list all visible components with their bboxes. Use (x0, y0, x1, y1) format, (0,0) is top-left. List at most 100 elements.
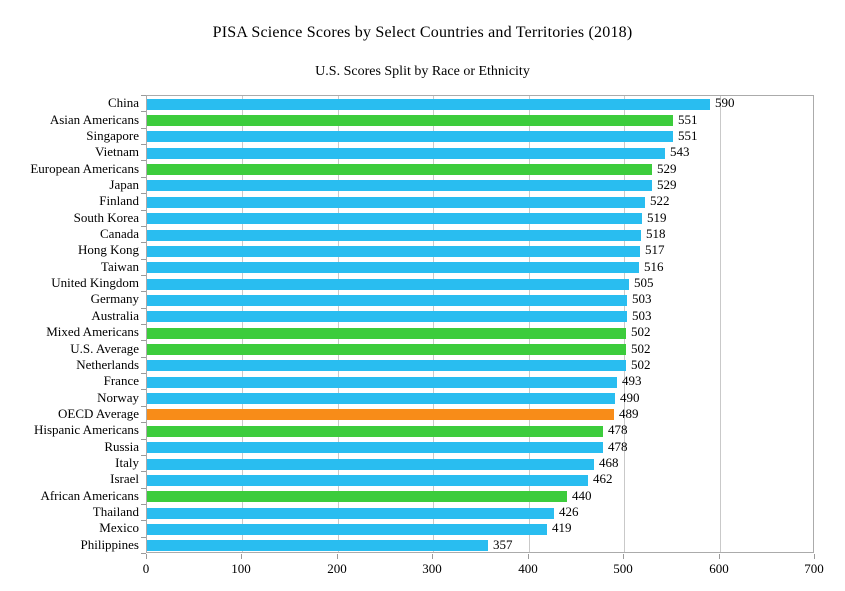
category-label: OECD Average (58, 406, 139, 421)
x-axis-tick (528, 554, 529, 559)
value-label: 517 (645, 242, 665, 257)
bar-russia (147, 442, 603, 453)
gridline (624, 96, 625, 552)
plot-area (146, 95, 814, 553)
y-axis-tick (141, 439, 146, 440)
y-axis-tick (141, 373, 146, 374)
value-label: 529 (657, 177, 677, 192)
bar-norway (147, 393, 615, 404)
category-label: Norway (97, 390, 139, 405)
value-label: 502 (631, 357, 651, 372)
bar-asian-americans (147, 115, 673, 126)
x-axis-tick (146, 554, 147, 559)
value-label: 516 (644, 259, 664, 274)
y-axis-tick (141, 275, 146, 276)
bar-thailand (147, 508, 554, 519)
bar-vietnam (147, 148, 665, 159)
bar-taiwan (147, 262, 639, 273)
value-label: 505 (634, 275, 654, 290)
value-label: 503 (632, 308, 652, 323)
bar-european-americans (147, 164, 652, 175)
category-label: U.S. Average (70, 341, 139, 356)
category-label: Vietnam (95, 144, 139, 159)
x-axis-tick (814, 554, 815, 559)
y-axis-tick (141, 537, 146, 538)
value-label: 478 (608, 439, 628, 454)
x-axis-tick (432, 554, 433, 559)
gridline (242, 96, 243, 552)
x-axis-label: 400 (518, 561, 538, 576)
gridline (529, 96, 530, 552)
value-label: 490 (620, 390, 640, 405)
bar-canada (147, 230, 641, 241)
y-axis-tick (141, 226, 146, 227)
value-label: 478 (608, 422, 628, 437)
y-axis-tick (141, 242, 146, 243)
chart-subtitle: U.S. Scores Split by Race or Ethnicity (315, 64, 530, 79)
y-axis-tick (141, 406, 146, 407)
bar-italy (147, 459, 594, 470)
x-axis-label: 0 (142, 561, 150, 576)
x-axis-label: 300 (422, 561, 442, 576)
y-axis-tick (141, 308, 146, 309)
bar-israel (147, 475, 588, 486)
x-axis-tick (623, 554, 624, 559)
value-label: 489 (619, 406, 639, 421)
value-label: 590 (715, 95, 735, 110)
y-axis-tick (141, 520, 146, 521)
value-label: 426 (559, 504, 579, 519)
category-label: European Americans (30, 161, 139, 176)
value-label: 493 (622, 373, 642, 388)
category-label: Asian Americans (49, 112, 139, 127)
x-axis-label: 200 (327, 561, 347, 576)
value-label: 522 (650, 193, 670, 208)
value-label: 502 (631, 324, 651, 339)
category-label: South Korea (73, 210, 139, 225)
category-label: Japan (109, 177, 139, 192)
category-label: Hispanic Americans (33, 422, 139, 437)
y-axis-tick (141, 488, 146, 489)
category-label: Philippines (80, 537, 139, 552)
bar-china (147, 99, 710, 110)
value-label: 543 (670, 144, 690, 159)
value-label: 518 (646, 226, 666, 241)
value-label: 551 (678, 112, 698, 127)
category-label: Canada (100, 226, 139, 241)
bar-mexico (147, 524, 547, 535)
category-label: Taiwan (100, 259, 139, 274)
y-axis-tick (141, 259, 146, 260)
y-axis-tick (141, 324, 146, 325)
value-label: 419 (552, 520, 572, 535)
y-axis-tick (141, 455, 146, 456)
category-label: Mixed Americans (46, 324, 139, 339)
y-axis-tick (141, 160, 146, 161)
chart-title: PISA Science Scores by Select Countries … (212, 24, 633, 41)
bar-japan (147, 180, 652, 191)
category-label: Thailand (92, 504, 139, 519)
value-label: 503 (632, 291, 652, 306)
x-axis-label: 600 (709, 561, 729, 576)
category-label: Hong Kong (77, 242, 139, 257)
value-label: 468 (599, 455, 619, 470)
category-label: Australia (91, 308, 139, 323)
bar-netherlands (147, 360, 626, 371)
value-label: 551 (678, 128, 698, 143)
y-axis-tick (141, 389, 146, 390)
y-axis-tick (141, 95, 146, 96)
bar-philippines (147, 540, 488, 551)
bar-mixed-americans (147, 328, 626, 339)
category-label: African Americans (40, 488, 139, 503)
y-axis-tick (141, 504, 146, 505)
bar-australia (147, 311, 627, 322)
y-axis-tick (141, 553, 146, 554)
y-axis-tick (141, 340, 146, 341)
x-axis-label: 100 (231, 561, 251, 576)
value-label: 502 (631, 341, 651, 356)
category-label: Russia (104, 439, 139, 454)
category-label: Italy (115, 455, 139, 470)
y-axis-tick (141, 357, 146, 358)
category-label: China (107, 95, 139, 110)
value-label: 357 (493, 537, 513, 552)
bar-south-korea (147, 213, 642, 224)
